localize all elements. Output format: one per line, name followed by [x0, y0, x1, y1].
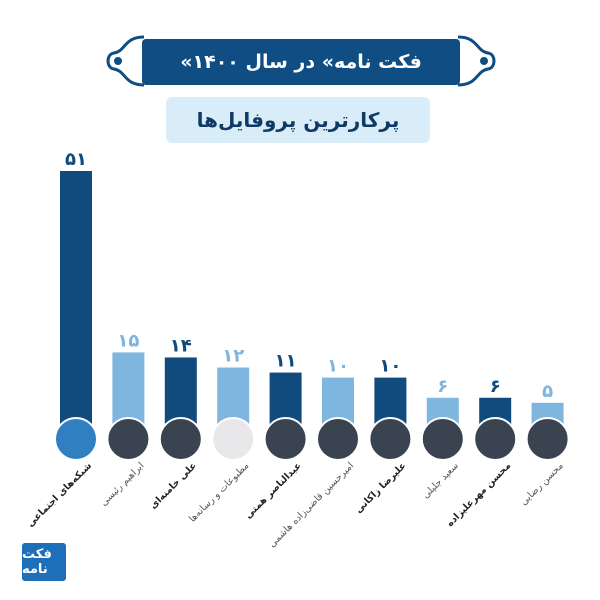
avatar	[316, 417, 360, 461]
value-label: ۱۰	[327, 356, 349, 377]
avatar	[368, 417, 413, 461]
value-label: ۶	[490, 376, 501, 397]
value-label: ۵	[542, 381, 553, 402]
newspapers-icon	[211, 417, 256, 461]
value-label: ۱۵	[117, 330, 139, 351]
category-label: علیرضا زاکانی	[353, 460, 408, 515]
category-label: شبکه‌های اجتماعی	[25, 460, 94, 529]
category-label: عبدالناصر همتی	[243, 460, 304, 521]
avatar	[158, 417, 203, 461]
category-label: محسن رضایی	[518, 460, 565, 507]
brand-logo: فکت نامه	[22, 543, 66, 581]
avatar	[106, 417, 151, 461]
left-ornament	[106, 35, 145, 87]
category-label: ابراهیم رئیسی	[99, 460, 147, 508]
avatar	[420, 417, 465, 461]
value-label: ۱۴	[170, 335, 192, 356]
category-label: امیرحسین قاضی‌زاده هاشمی	[267, 460, 356, 549]
avatar	[525, 417, 570, 461]
social-media-icon	[54, 417, 98, 461]
page-subtitle: پرکارترین پروفایل‌ها	[166, 97, 430, 143]
value-label: ۱۰	[379, 356, 401, 377]
value-label: ۱۱	[275, 351, 297, 372]
bar	[60, 171, 92, 438]
value-label: ۵۱	[65, 149, 87, 170]
value-label: ۱۲	[222, 346, 244, 367]
category-label: سعید جلیلی	[420, 460, 461, 501]
category-label: علی خامنه‌ای	[148, 460, 199, 511]
avatar	[473, 417, 518, 461]
page-title: «فکت نامه» در سال ۱۴۰۰	[142, 39, 460, 85]
right-ornament	[457, 35, 496, 87]
value-label: ۶	[437, 376, 448, 397]
avatar	[263, 417, 308, 461]
